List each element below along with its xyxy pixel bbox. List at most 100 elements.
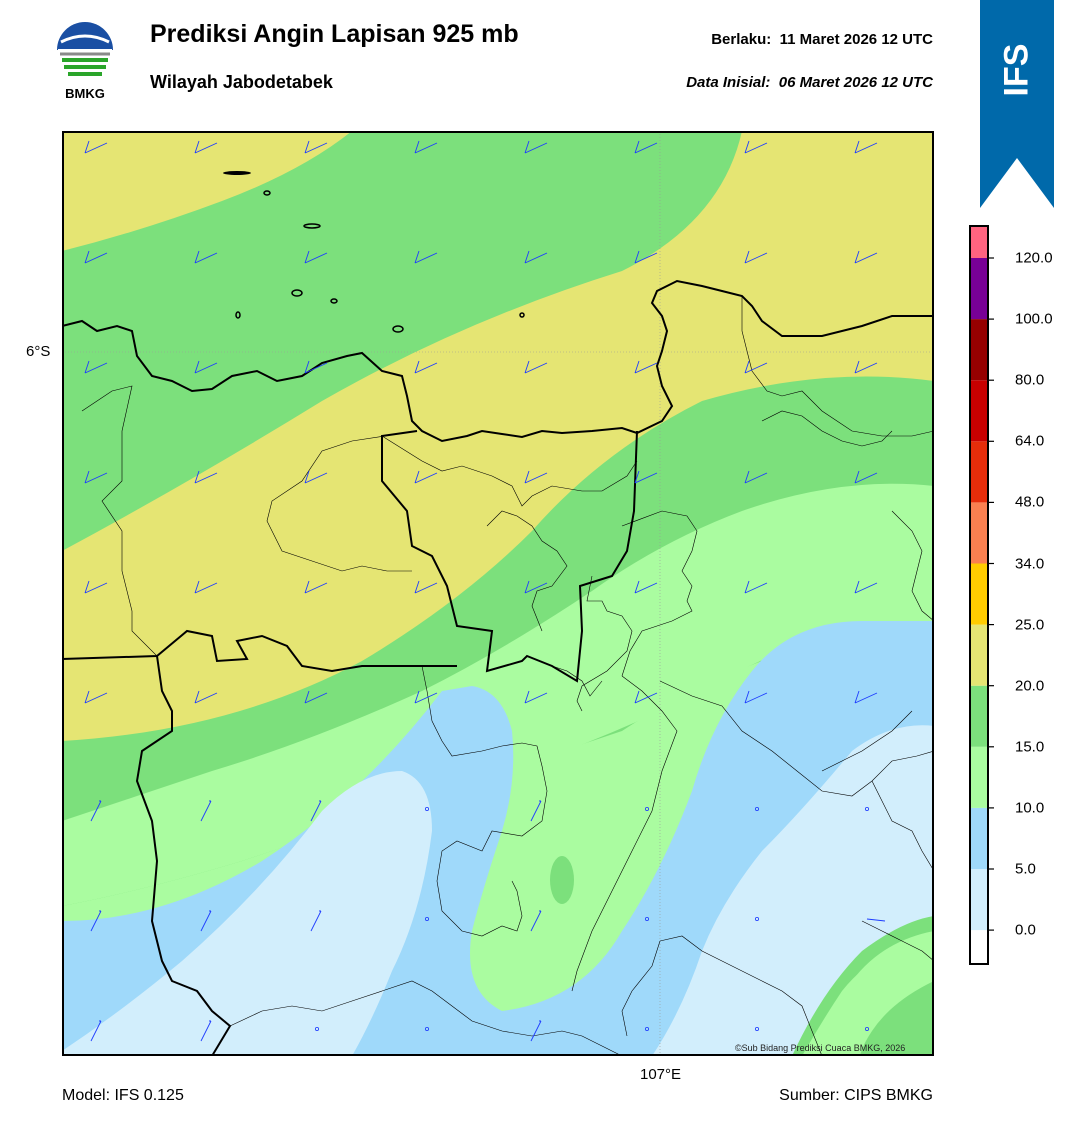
colorbar-label: 64.0 bbox=[1015, 432, 1045, 450]
wind-barb bbox=[414, 470, 438, 484]
colorbar-label: 100.0 bbox=[1015, 310, 1053, 328]
wind-barb bbox=[194, 250, 218, 264]
wind-map-svg bbox=[62, 131, 934, 1056]
wind-calm-marker bbox=[645, 1027, 650, 1032]
wind-barb bbox=[634, 250, 658, 264]
wind-barb bbox=[194, 580, 218, 594]
colorbar-segment bbox=[970, 685, 988, 747]
wind-barb bbox=[634, 470, 658, 484]
wind-barb bbox=[310, 800, 322, 822]
wind-map bbox=[62, 131, 934, 1056]
wind-speed-fill-20-25 bbox=[62, 131, 934, 741]
wind-speed-fill-0-5 bbox=[652, 725, 934, 1056]
wind-barb bbox=[200, 910, 212, 932]
coastline bbox=[62, 279, 934, 443]
map-title: Prediksi Angin Lapisan 925 mb bbox=[150, 20, 519, 48]
wind-barb bbox=[304, 470, 328, 484]
wind-speed-fill-20-25 bbox=[62, 131, 352, 251]
wind-speed-fill-0-5 bbox=[62, 771, 432, 1056]
colorbar-label: 25.0 bbox=[1015, 616, 1045, 634]
colorbar-label: 0.0 bbox=[1015, 921, 1036, 939]
wind-barbs bbox=[84, 140, 886, 1042]
colorbar-frame bbox=[969, 225, 989, 965]
colorbar-segment bbox=[970, 930, 988, 992]
wind-barb bbox=[90, 1020, 102, 1042]
wind-barb bbox=[524, 690, 548, 704]
map-subtitle: Wilayah Jabodetabek bbox=[150, 72, 333, 92]
colorbar-segment bbox=[970, 869, 988, 931]
valid-time-line: Berlaku: 11 Maret 2026 12 UTC bbox=[711, 31, 933, 48]
wind-barb bbox=[854, 580, 878, 594]
province-border bbox=[381, 430, 638, 683]
wind-barb bbox=[524, 360, 548, 374]
island bbox=[263, 190, 271, 196]
bmkg-logo-icon bbox=[52, 20, 118, 100]
wind-barb bbox=[194, 140, 218, 154]
wind-barb bbox=[530, 910, 542, 932]
wind-speed-fill-15-20 bbox=[550, 856, 574, 904]
latitude-label: 6°S bbox=[26, 343, 51, 360]
wind-barb bbox=[200, 800, 212, 822]
colorbar-label: 120.0 bbox=[1015, 249, 1053, 267]
wind-barb bbox=[866, 918, 886, 922]
wind-barb bbox=[524, 580, 548, 594]
wind-barb bbox=[634, 140, 658, 154]
wind-barb bbox=[84, 360, 108, 374]
wind-calm-marker bbox=[645, 917, 650, 922]
wind-barb bbox=[744, 250, 768, 264]
colorbar-segment bbox=[970, 563, 988, 625]
colorbar-label: 5.0 bbox=[1015, 860, 1036, 878]
init-time-line: Data Inisial: 06 Maret 2026 12 UTC bbox=[686, 74, 933, 91]
wind-calm-marker bbox=[755, 917, 760, 922]
wind-barb bbox=[530, 1020, 542, 1042]
wind-barb bbox=[744, 690, 768, 704]
wind-barb bbox=[200, 1020, 212, 1042]
wind-barb bbox=[744, 580, 768, 594]
colorbar-segment bbox=[970, 226, 988, 258]
wind-barb bbox=[634, 580, 658, 594]
wind-barb bbox=[304, 580, 328, 594]
wind-barb bbox=[854, 140, 878, 154]
colorbar-segment bbox=[970, 746, 988, 808]
ifs-ribbon-badge bbox=[980, 0, 1054, 208]
colorbar-label: 20.0 bbox=[1015, 677, 1045, 695]
colorbar-label: 80.0 bbox=[1015, 371, 1045, 389]
wind-barb bbox=[84, 690, 108, 704]
island bbox=[392, 325, 404, 333]
model-label: Model: IFS 0.125 bbox=[62, 1087, 184, 1104]
wind-speed-colorbar bbox=[968, 222, 1028, 992]
ifs-ribbon-text: IFS bbox=[997, 43, 1036, 97]
wind-calm-marker bbox=[865, 807, 870, 812]
wind-barb bbox=[854, 470, 878, 484]
init-label: Data Inisial: bbox=[686, 74, 771, 91]
wind-barb bbox=[90, 800, 102, 822]
wind-calm-marker bbox=[755, 1027, 760, 1032]
wind-barb bbox=[310, 910, 322, 932]
wind-barb bbox=[744, 140, 768, 154]
colorbar-label: 34.0 bbox=[1015, 555, 1045, 572]
colorbar-segment bbox=[970, 258, 988, 320]
island bbox=[235, 311, 241, 319]
wind-barb bbox=[194, 470, 218, 484]
init-time: 06 Maret 2026 12 UTC bbox=[778, 74, 933, 91]
bmkg-logo-text: BMKG bbox=[65, 86, 105, 101]
colorbar-segment bbox=[970, 380, 988, 442]
colorbar-segment bbox=[970, 319, 988, 381]
wind-barb bbox=[304, 250, 328, 264]
wind-barb bbox=[414, 250, 438, 264]
valid-label: Berlaku: bbox=[711, 31, 772, 48]
wind-barb bbox=[744, 360, 768, 374]
wind-calm-marker bbox=[755, 807, 760, 812]
wind-barb bbox=[194, 360, 218, 374]
colorbar-segment bbox=[970, 441, 988, 503]
wind-speed-fill-15-20 bbox=[860, 981, 934, 1056]
wind-barb bbox=[414, 690, 438, 704]
colorbar-label: 48.0 bbox=[1015, 493, 1045, 511]
wind-barb bbox=[414, 360, 438, 374]
wind-barb bbox=[194, 690, 218, 704]
wind-barb bbox=[84, 140, 108, 154]
wind-barb bbox=[304, 140, 328, 154]
island bbox=[291, 289, 303, 297]
wind-barb bbox=[854, 360, 878, 374]
wind-calm-marker bbox=[314, 1027, 319, 1032]
